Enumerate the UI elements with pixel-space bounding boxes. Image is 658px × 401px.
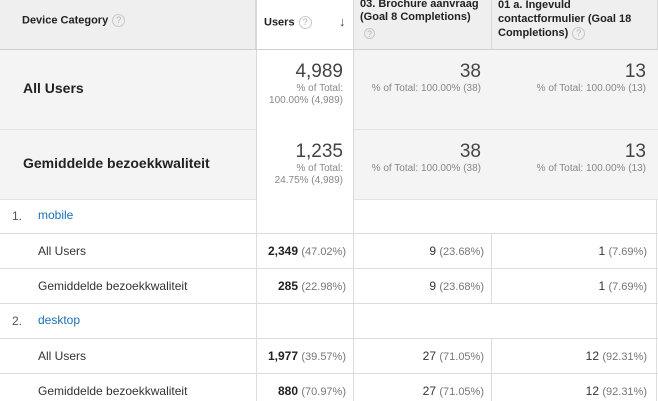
summary-goal18-pct: % of Total: 100.00% (13) [536,163,646,174]
row-users-value: 880 (70.97%) [277,384,346,398]
row-goal18-value: 12 (92.31%) [585,384,647,398]
summary-users-pct: 100.00% (4,989) [269,95,343,106]
header-goal8[interactable]: 03. Brochure aanvraag (Goal 8 Completion… [354,0,492,50]
group-users-spacer [256,200,354,233]
header-users-label: Users [264,16,295,29]
group-link-mobile[interactable]: mobile [38,208,74,222]
summary-label: All Users [23,80,84,96]
help-icon[interactable]: ? [572,26,586,40]
group-link-desktop[interactable]: desktop [38,313,81,327]
summary-users-value: 1,235 [295,141,343,162]
help-icon[interactable]: ? [112,14,126,27]
summary-goal18-value: 13 [624,141,646,162]
summary-users-pct: 24.75% (4,989) [274,175,343,186]
summary-goal18-value: 13 [624,61,646,82]
row-users-value: 1,977 (39.57%) [267,349,346,363]
summary-users-cell: 4,989 % of Total: 100.00% (4,989) [256,50,354,130]
summary-goal8-value: 38 [459,61,481,82]
header-device-category-label: Device Category [22,14,109,27]
row-users-value: 2,349 (47.02%) [267,244,346,258]
summary-label: Gemiddelde bezoekkwaliteit [23,155,210,171]
row-label: Gemiddelde bezoekkwaliteit [38,384,188,398]
summary-users-value: 4,989 [295,61,343,82]
row-label: All Users [38,349,87,363]
row-goal8-value: 27 (71.05%) [422,349,484,363]
header-goal8-label: 03. Brochure aanvraag (Goal 8 Completion… [360,0,479,23]
row-goal8-value: 9 (23.68%) [429,244,484,258]
group-users-spacer [256,304,354,338]
header-device-category[interactable]: Device Category? [0,0,256,50]
summary-goal8-pct: % of Total: 100.00% (38) [371,83,481,94]
sort-descending-icon[interactable]: ↓ [339,14,346,29]
summary-users-pct-label: % of Total: [296,163,343,174]
group-index: 2. [12,314,23,328]
summary-goal8-value: 38 [459,141,481,162]
row-goal18-value: 1 (7.69%) [598,244,647,258]
row-goal18-value: 1 (7.69%) [598,279,647,293]
header-goal18-label: 01 a. Ingevuld contactformulier (Goal 18… [498,0,632,39]
summary-goal8-pct: % of Total: 100.00% (38) [371,163,481,174]
row-goal8-value: 27 (71.05%) [422,384,484,398]
row-label: All Users [38,244,87,258]
header-users[interactable]: Users? ↓ [256,0,354,50]
row-label: Gemiddelde bezoekkwaliteit [38,279,188,293]
header-goal18[interactable]: 01 a. Ingevuld contactformulier (Goal 18… [492,0,658,50]
group-index: 1. [12,209,23,223]
summary-users-cell: 1,235 % of Total: 24.75% (4,989) [256,130,354,200]
row-users-value: 285 (22.98%) [277,279,346,293]
help-icon[interactable]: ? [298,16,312,29]
summary-users-pct-label: % of Total: [296,83,343,94]
summary-goal18-pct: % of Total: 100.00% (13) [536,83,646,94]
row-goal8-value: 9 (23.68%) [429,279,484,293]
help-icon[interactable]: ? [364,28,375,39]
row-goal18-value: 12 (92.31%) [585,349,647,363]
